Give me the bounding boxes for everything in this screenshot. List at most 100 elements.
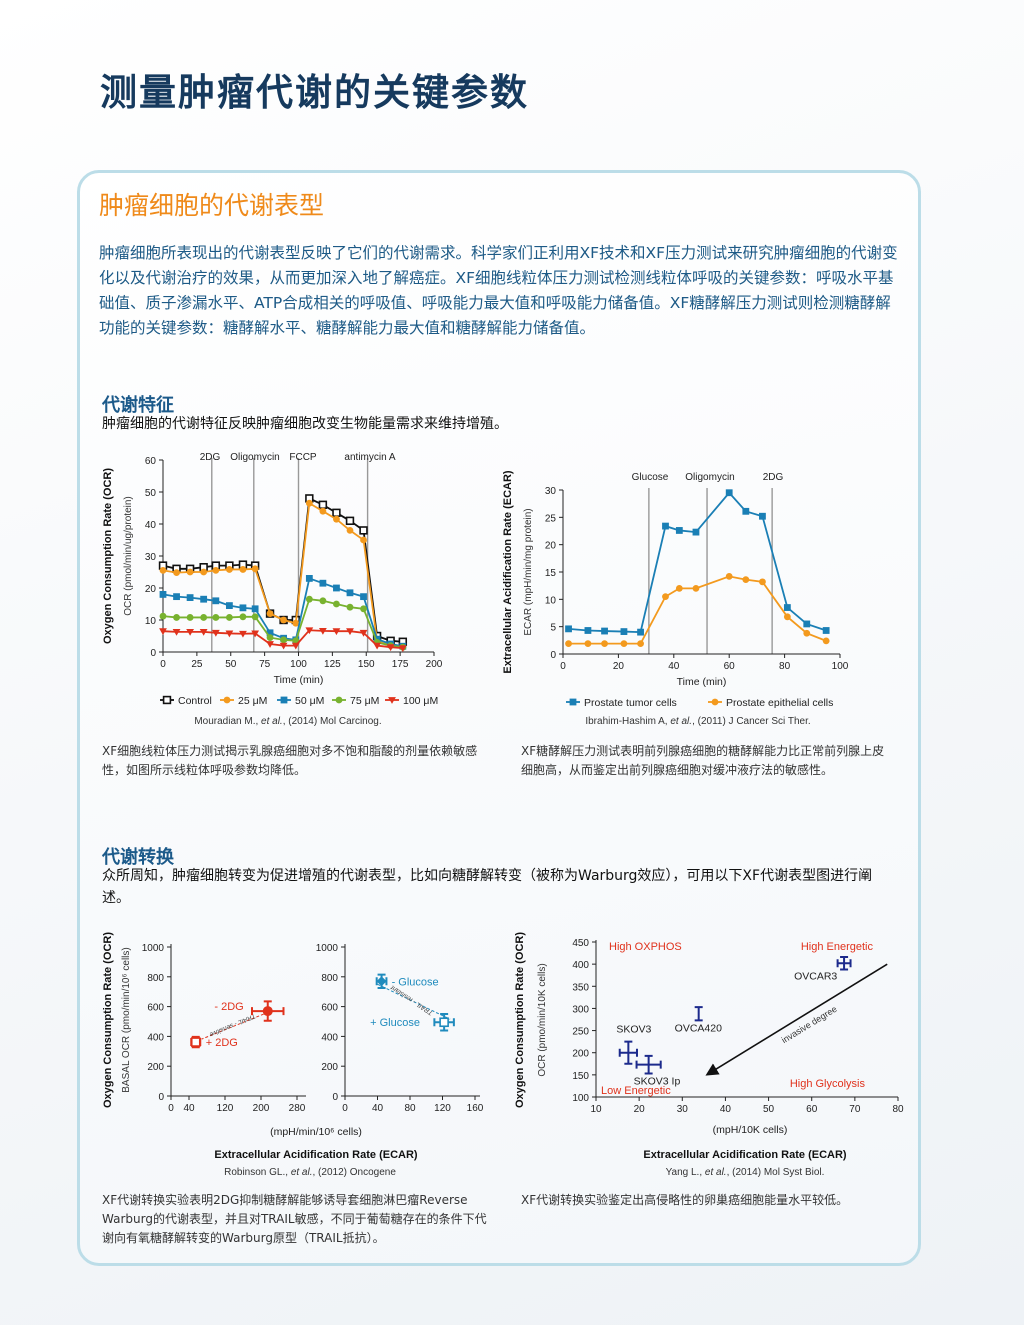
citation-etal: et al. (291, 1167, 313, 1178)
data-point (159, 567, 167, 574)
quadrant-label: High Energetic (801, 941, 874, 953)
y-error-bar (840, 956, 849, 971)
y-error-bar (694, 1006, 703, 1022)
data-point (346, 628, 354, 636)
data-point (212, 614, 220, 621)
panel-1: 0 40 120 200 280 0 200 400 600 800 1000 TRAIL - sen… (142, 943, 306, 1114)
data-point (239, 630, 247, 638)
injection-label: FCCP (289, 452, 317, 463)
data-point (333, 600, 340, 608)
y-tick-label: 400 (147, 1032, 164, 1043)
legend-label: 75 μM (350, 695, 379, 707)
y-tick-label: 800 (321, 973, 338, 984)
citation-journal: , (2011) J Cancer Sci Ther. (692, 716, 811, 727)
legend-label: 25 μM (238, 695, 267, 707)
data-point (692, 528, 700, 536)
x-tick-label: 200 (253, 1103, 270, 1114)
caption-chart-3: XF代谢转换实验表明2DG抑制糖酵解能够诱导套细胞淋巴瘤Reverse Warb… (102, 1193, 487, 1245)
data-point (759, 578, 766, 586)
citation-etal: et al. (670, 716, 692, 727)
legend-label: Prostate tumor cells (584, 697, 677, 709)
point-label: OVCA420 (675, 1023, 722, 1035)
data-point (601, 640, 608, 648)
y-tick-label: 800 (147, 973, 164, 984)
injection-labels: 2DG Oligomycin FCCP antimycin A (200, 452, 396, 463)
y-tick-label: 60 (145, 456, 157, 467)
data-point (239, 604, 247, 612)
series-100M (159, 627, 407, 653)
data-point (212, 567, 220, 574)
y-tick-label: 30 (145, 552, 157, 563)
dashed-arrow (377, 983, 451, 1020)
data-point (225, 602, 233, 609)
x-tick-label: 50 (763, 1104, 775, 1115)
x-axis-title-main: Extracellular Acidification Rate (ECAR) (214, 1149, 417, 1161)
y-axis-subtitle: OCR (pmol/min/ug/protein) (123, 496, 134, 615)
y-tick-label: 20 (545, 541, 557, 552)
data-point (318, 500, 328, 509)
legend-label: 100 μM (403, 695, 438, 707)
point-label: OVCAR3 (794, 970, 837, 982)
data-point (251, 565, 259, 573)
x-tick-label: 125 (324, 659, 341, 670)
data-point (266, 629, 274, 637)
y-tick-label: 15 (545, 568, 557, 579)
data-point (319, 579, 327, 587)
subsection-title-metabolic-profile: 代谢特征 (102, 395, 174, 416)
y-tick-label: 600 (147, 1003, 164, 1014)
data-point (333, 584, 340, 592)
data-point (742, 576, 750, 584)
data-point (398, 645, 407, 653)
y-axis-title: Oxygen Consumption Rate (OCR) (102, 932, 114, 1108)
legend-marker (223, 696, 231, 704)
data-point (725, 489, 733, 497)
data-point (305, 499, 313, 507)
data-point (266, 641, 274, 648)
data-point (662, 593, 669, 600)
legend-marker (569, 698, 577, 706)
data-point (190, 1037, 201, 1047)
y-tick-label: 0 (550, 650, 556, 661)
series-Prostateepithelialcells (565, 572, 830, 648)
data-point (186, 594, 194, 601)
data-point (692, 585, 700, 592)
content-panel (77, 170, 921, 1266)
y-tick-label: 150 (572, 1071, 589, 1082)
legend-marker (280, 696, 288, 704)
x-tick-label: 160 (467, 1103, 484, 1114)
citation-authors: Yang L., (666, 1167, 705, 1178)
y-tick-label: 10 (545, 595, 557, 606)
data-point (251, 630, 260, 638)
y-axis-subtitle: OCR (pmo/min/10K cells) (537, 963, 548, 1076)
data-point (620, 640, 628, 648)
data-point (386, 644, 395, 652)
data-point (360, 605, 367, 613)
arrow-label: TRAIL - sensitive (208, 1012, 256, 1038)
legend-label: Control (178, 695, 212, 707)
citation: Robinson GL., et al., (2012) Oncogene (224, 1167, 396, 1178)
x-tick-label: 60 (724, 661, 736, 672)
data-point (173, 569, 180, 577)
point-label: + Glucose (370, 1017, 420, 1029)
injection-label: Glucose (632, 472, 669, 483)
y-axis-subtitle: BASAL OCR (pmo/min/10⁶ cells) (121, 947, 132, 1092)
y-tick-label: 100 (572, 1093, 589, 1104)
legend-marker (711, 698, 719, 706)
data-point (637, 628, 644, 636)
legend-marker (388, 697, 396, 704)
data-point (173, 614, 180, 621)
legend: Prostate tumor cells Prostate epithelial … (566, 697, 833, 709)
data-point (345, 516, 355, 526)
caption-chart-4: XF代谢转换实验鉴定出高侵略性的卵巢癌细胞能量水平较低。 (521, 1193, 849, 1207)
data-point (305, 595, 313, 603)
subsection-title-metabolic-switch: 代谢转换 (102, 847, 174, 868)
y-tick-label: 0 (158, 1092, 164, 1103)
point-label: + 2DG (206, 1037, 238, 1049)
data-point (376, 976, 387, 987)
caption-chart-2: XF糖酵解压力测试表明前列腺癌细胞的糖酵解能力比正常前列腺上皮细胞高，从而鉴定出… (521, 744, 885, 777)
y-tick-label: 200 (147, 1062, 164, 1073)
x-tick-label: 70 (849, 1104, 861, 1115)
data-point (186, 614, 194, 621)
data-point (675, 585, 683, 592)
subsection-text-metabolic-profile: 肿瘤细胞的代谢特征反映肿瘤细胞改变生物能量需求来维持增殖。 (102, 416, 508, 432)
